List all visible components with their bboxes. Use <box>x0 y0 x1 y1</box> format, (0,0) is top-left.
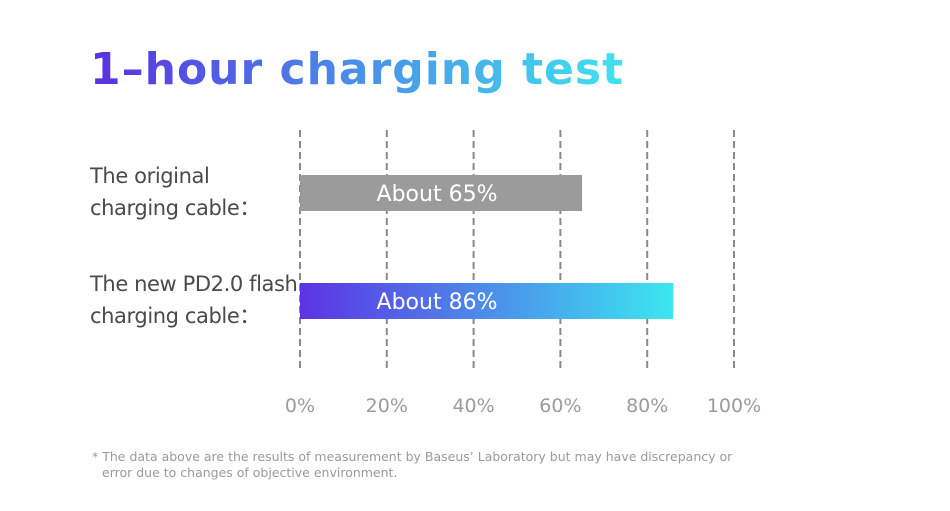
footnote: * The data above are the results of meas… <box>92 449 733 464</box>
x-tick-label: 100% <box>707 395 761 417</box>
value-label: About 65% <box>377 182 498 207</box>
value-label: About 86% <box>377 290 498 315</box>
x-tick-label: 80% <box>626 395 668 417</box>
bar <box>300 283 674 319</box>
chart-title: 1–hour charging test <box>90 44 624 95</box>
x-tick-label: 20% <box>366 395 408 417</box>
category-label: The new PD2.0 flash charging cable： <box>89 272 304 328</box>
category-label: The original charging cable： <box>89 164 260 220</box>
x-tick-label: 0% <box>285 395 315 417</box>
footnote: error due to changes of objective enviro… <box>102 465 397 480</box>
bar <box>300 175 583 211</box>
x-tick-label: 40% <box>452 395 494 417</box>
x-tick-label: 60% <box>539 395 581 417</box>
